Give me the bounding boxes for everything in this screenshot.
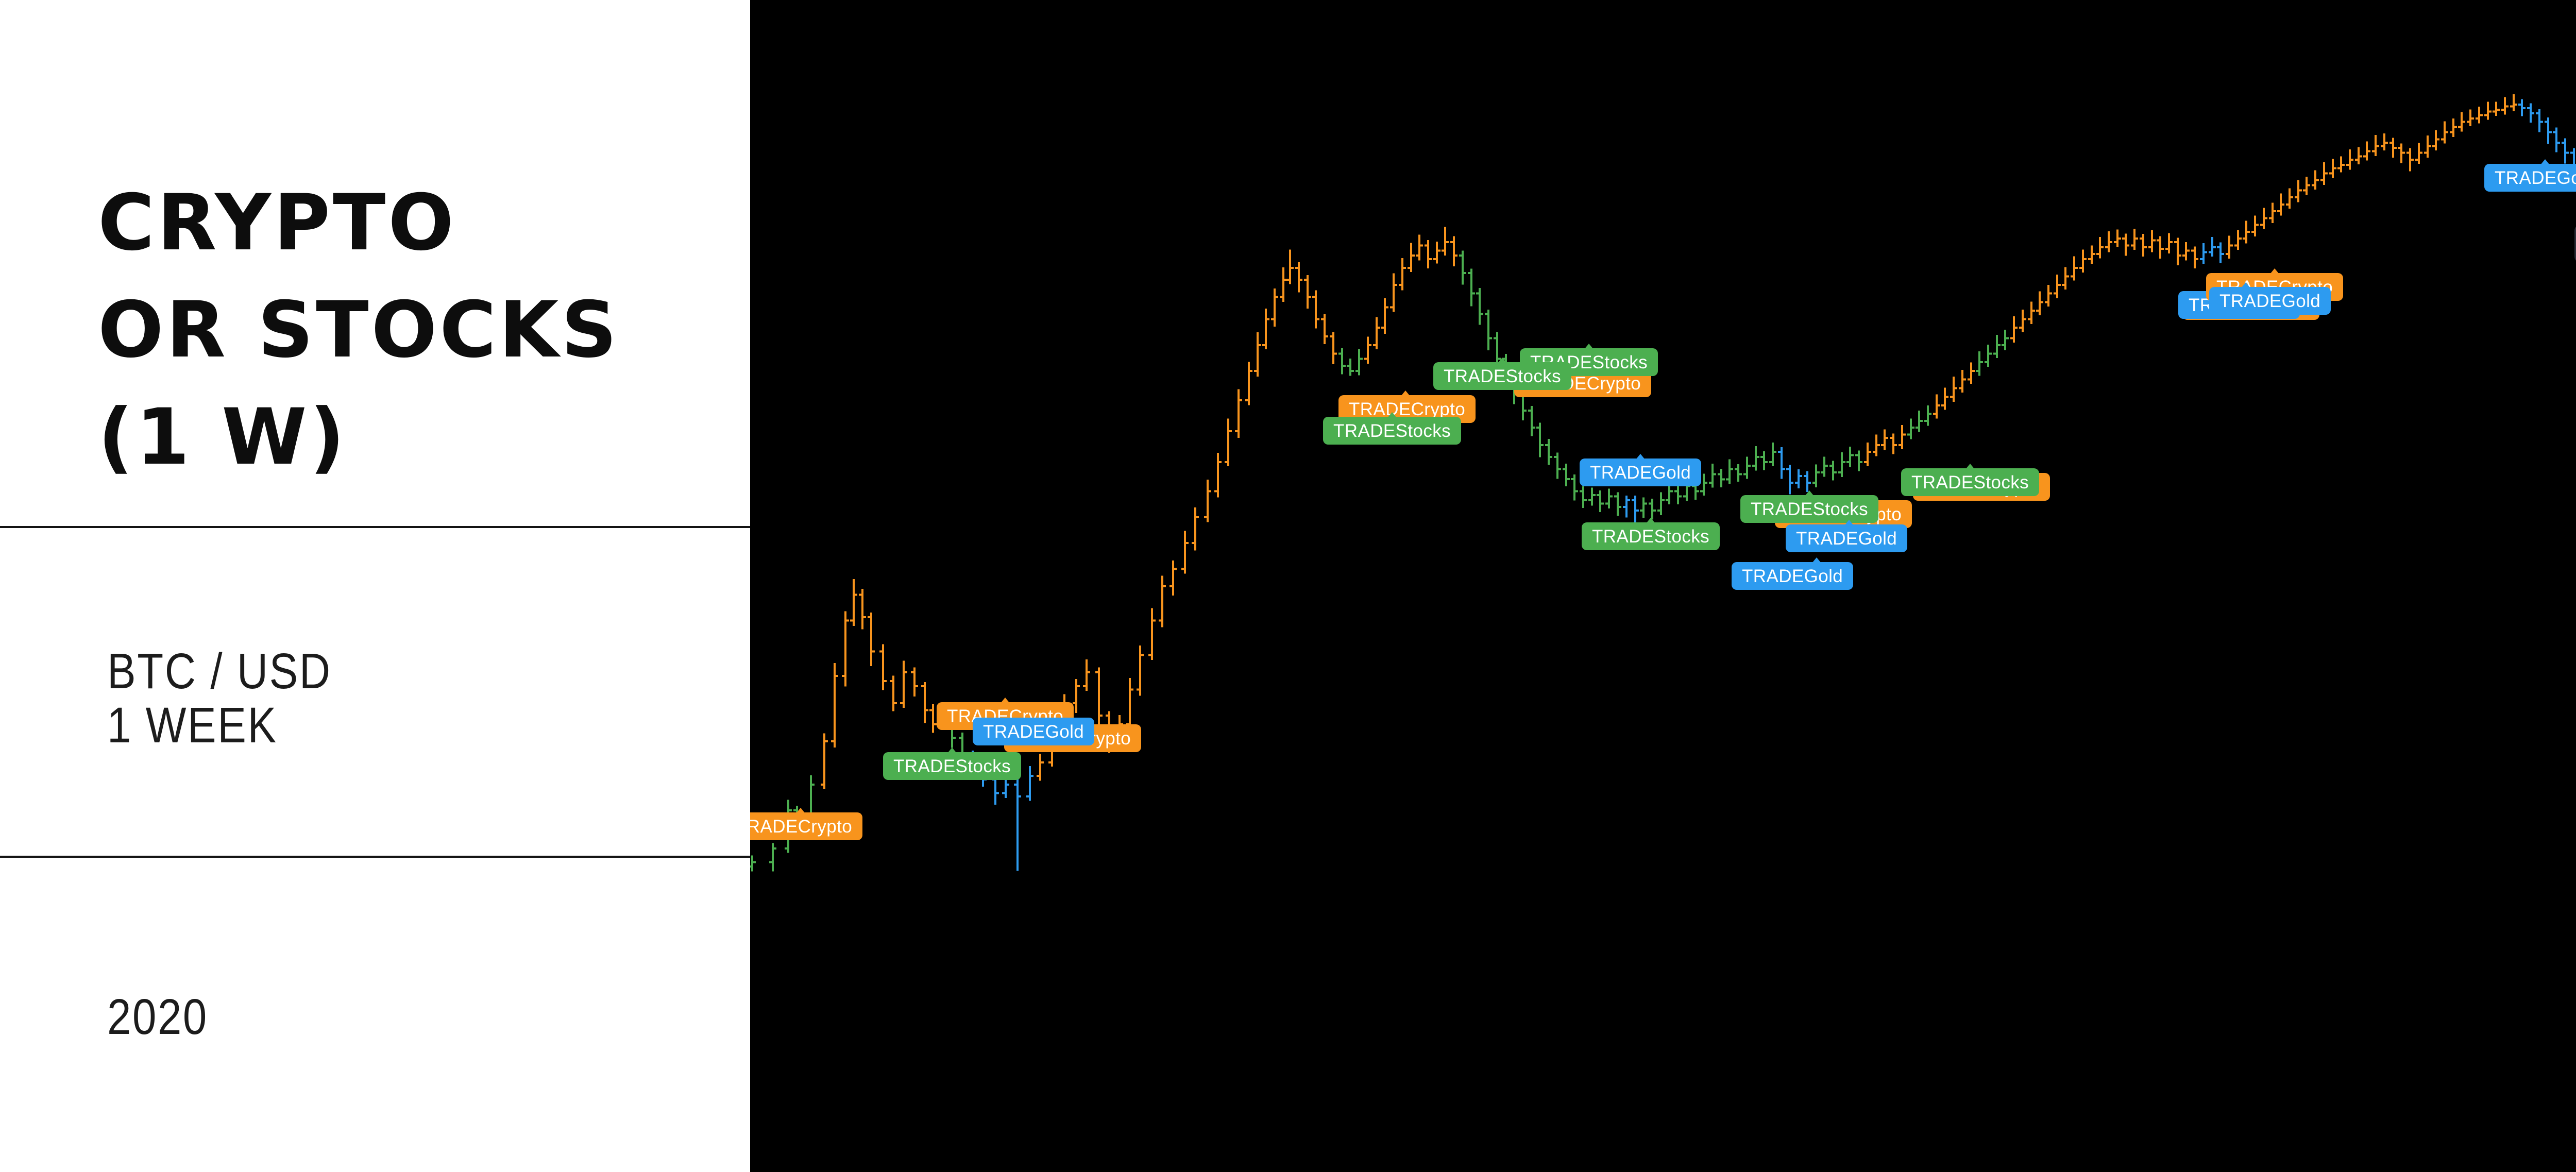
title-line-3: (1 W) (98, 392, 348, 482)
badge-label: TRADEStocks (1444, 366, 1562, 386)
sidebar: CRYPTO OR STOCKS (1 W) BTC / USD 1 WEEK … (0, 0, 750, 1172)
badge-label: TRADEGold (2495, 167, 2576, 188)
badge-pointer-icon (1584, 344, 1594, 349)
sidebar-divider-top (0, 526, 750, 528)
badge-pointer-icon (947, 748, 957, 753)
ohlc-bars-gold (969, 99, 2576, 871)
trade-signal-badge-gold: TRADEGold (973, 718, 1095, 745)
badge-label: TRADECrypto (750, 816, 853, 837)
badge-pointer-icon (1965, 464, 1975, 469)
badge-pointer-icon (1636, 454, 1646, 460)
badge-pointer-icon (1844, 520, 1854, 525)
sidebar-divider-bottom (0, 856, 750, 858)
title-line-1: CRYPTO (98, 178, 456, 268)
badge-label: TRADEGold (1796, 528, 1897, 549)
badge-pointer-icon (2241, 282, 2250, 288)
symbol-label: BTC / USD (107, 643, 332, 699)
ohlc-bars-crypto (821, 94, 2517, 789)
badge-label: TRADEGold (2219, 291, 2321, 311)
trade-signal-badge-stocks: TRADEStocks (883, 748, 1022, 780)
trade-signal-badge-gold: TRADEGold (2484, 159, 2576, 192)
badge-label: TRADEGold (983, 721, 1084, 742)
trade-signal-badge-stocks: TRADEStocks (1323, 412, 1462, 445)
badge-label: TRADEStocks (893, 756, 1011, 776)
badge-pointer-icon (1812, 557, 1822, 563)
badge-label: TRADEStocks (1911, 472, 2029, 492)
trade-signal-badge-stocks: TRADEStocks (1740, 490, 1879, 523)
page-title: CRYPTO OR STOCKS (1 W) (98, 169, 619, 491)
trade-signal-badge-gold: TRADEGold (1580, 454, 1702, 486)
timeframe-label: 1 WEEK (107, 697, 278, 753)
badge-pointer-icon (1401, 390, 1411, 396)
badge-pointer-icon (2540, 159, 2550, 165)
title-line-2: OR STOCKS (98, 285, 620, 375)
trade-signal-badge-gold: TRADEGold (2209, 282, 2331, 315)
badge-pointer-icon (2270, 268, 2280, 274)
badge-pointer-icon (1498, 358, 1507, 363)
price-chart: TRADECryptoTRADEStocksTRADECryptoTRADEGo… (750, 0, 2576, 1172)
badge-label: TRADEGold (1590, 462, 1691, 483)
badge-pointer-icon (1646, 518, 1656, 523)
trade-signal-badge-stocks: TRADEStocks (1582, 518, 1720, 550)
badge-label: TRADEStocks (1333, 420, 1451, 441)
trade-signal-badge-stocks: TRADEStocks (1901, 464, 2040, 496)
trade-signal-badge-dark: TRADEGold (2574, 225, 2576, 263)
badge-label: TRADEGold (1742, 566, 1843, 586)
trade-signal-badge-gold: TRADEGold (1786, 520, 1908, 552)
ohlc-bars-svg (750, 94, 2576, 872)
trade-signal-badge-gold: TRADEGold (1732, 557, 1854, 590)
badge-pointer-icon (1805, 490, 1815, 496)
year-label: 2020 (107, 989, 208, 1045)
badge-label: TRADEStocks (1751, 499, 1869, 519)
badge-pointer-icon (796, 808, 806, 813)
badge-label: TRADEStocks (1592, 526, 1710, 547)
badge-pointer-icon (1387, 412, 1397, 418)
badge-label: TRADECrypto (1349, 399, 1466, 419)
badge-pointer-icon (1001, 698, 1010, 703)
trade-signal-badge-stocks: TRADEStocks (1433, 358, 1572, 390)
trade-signal-badge-crypto: TRADECrypto (750, 808, 863, 840)
